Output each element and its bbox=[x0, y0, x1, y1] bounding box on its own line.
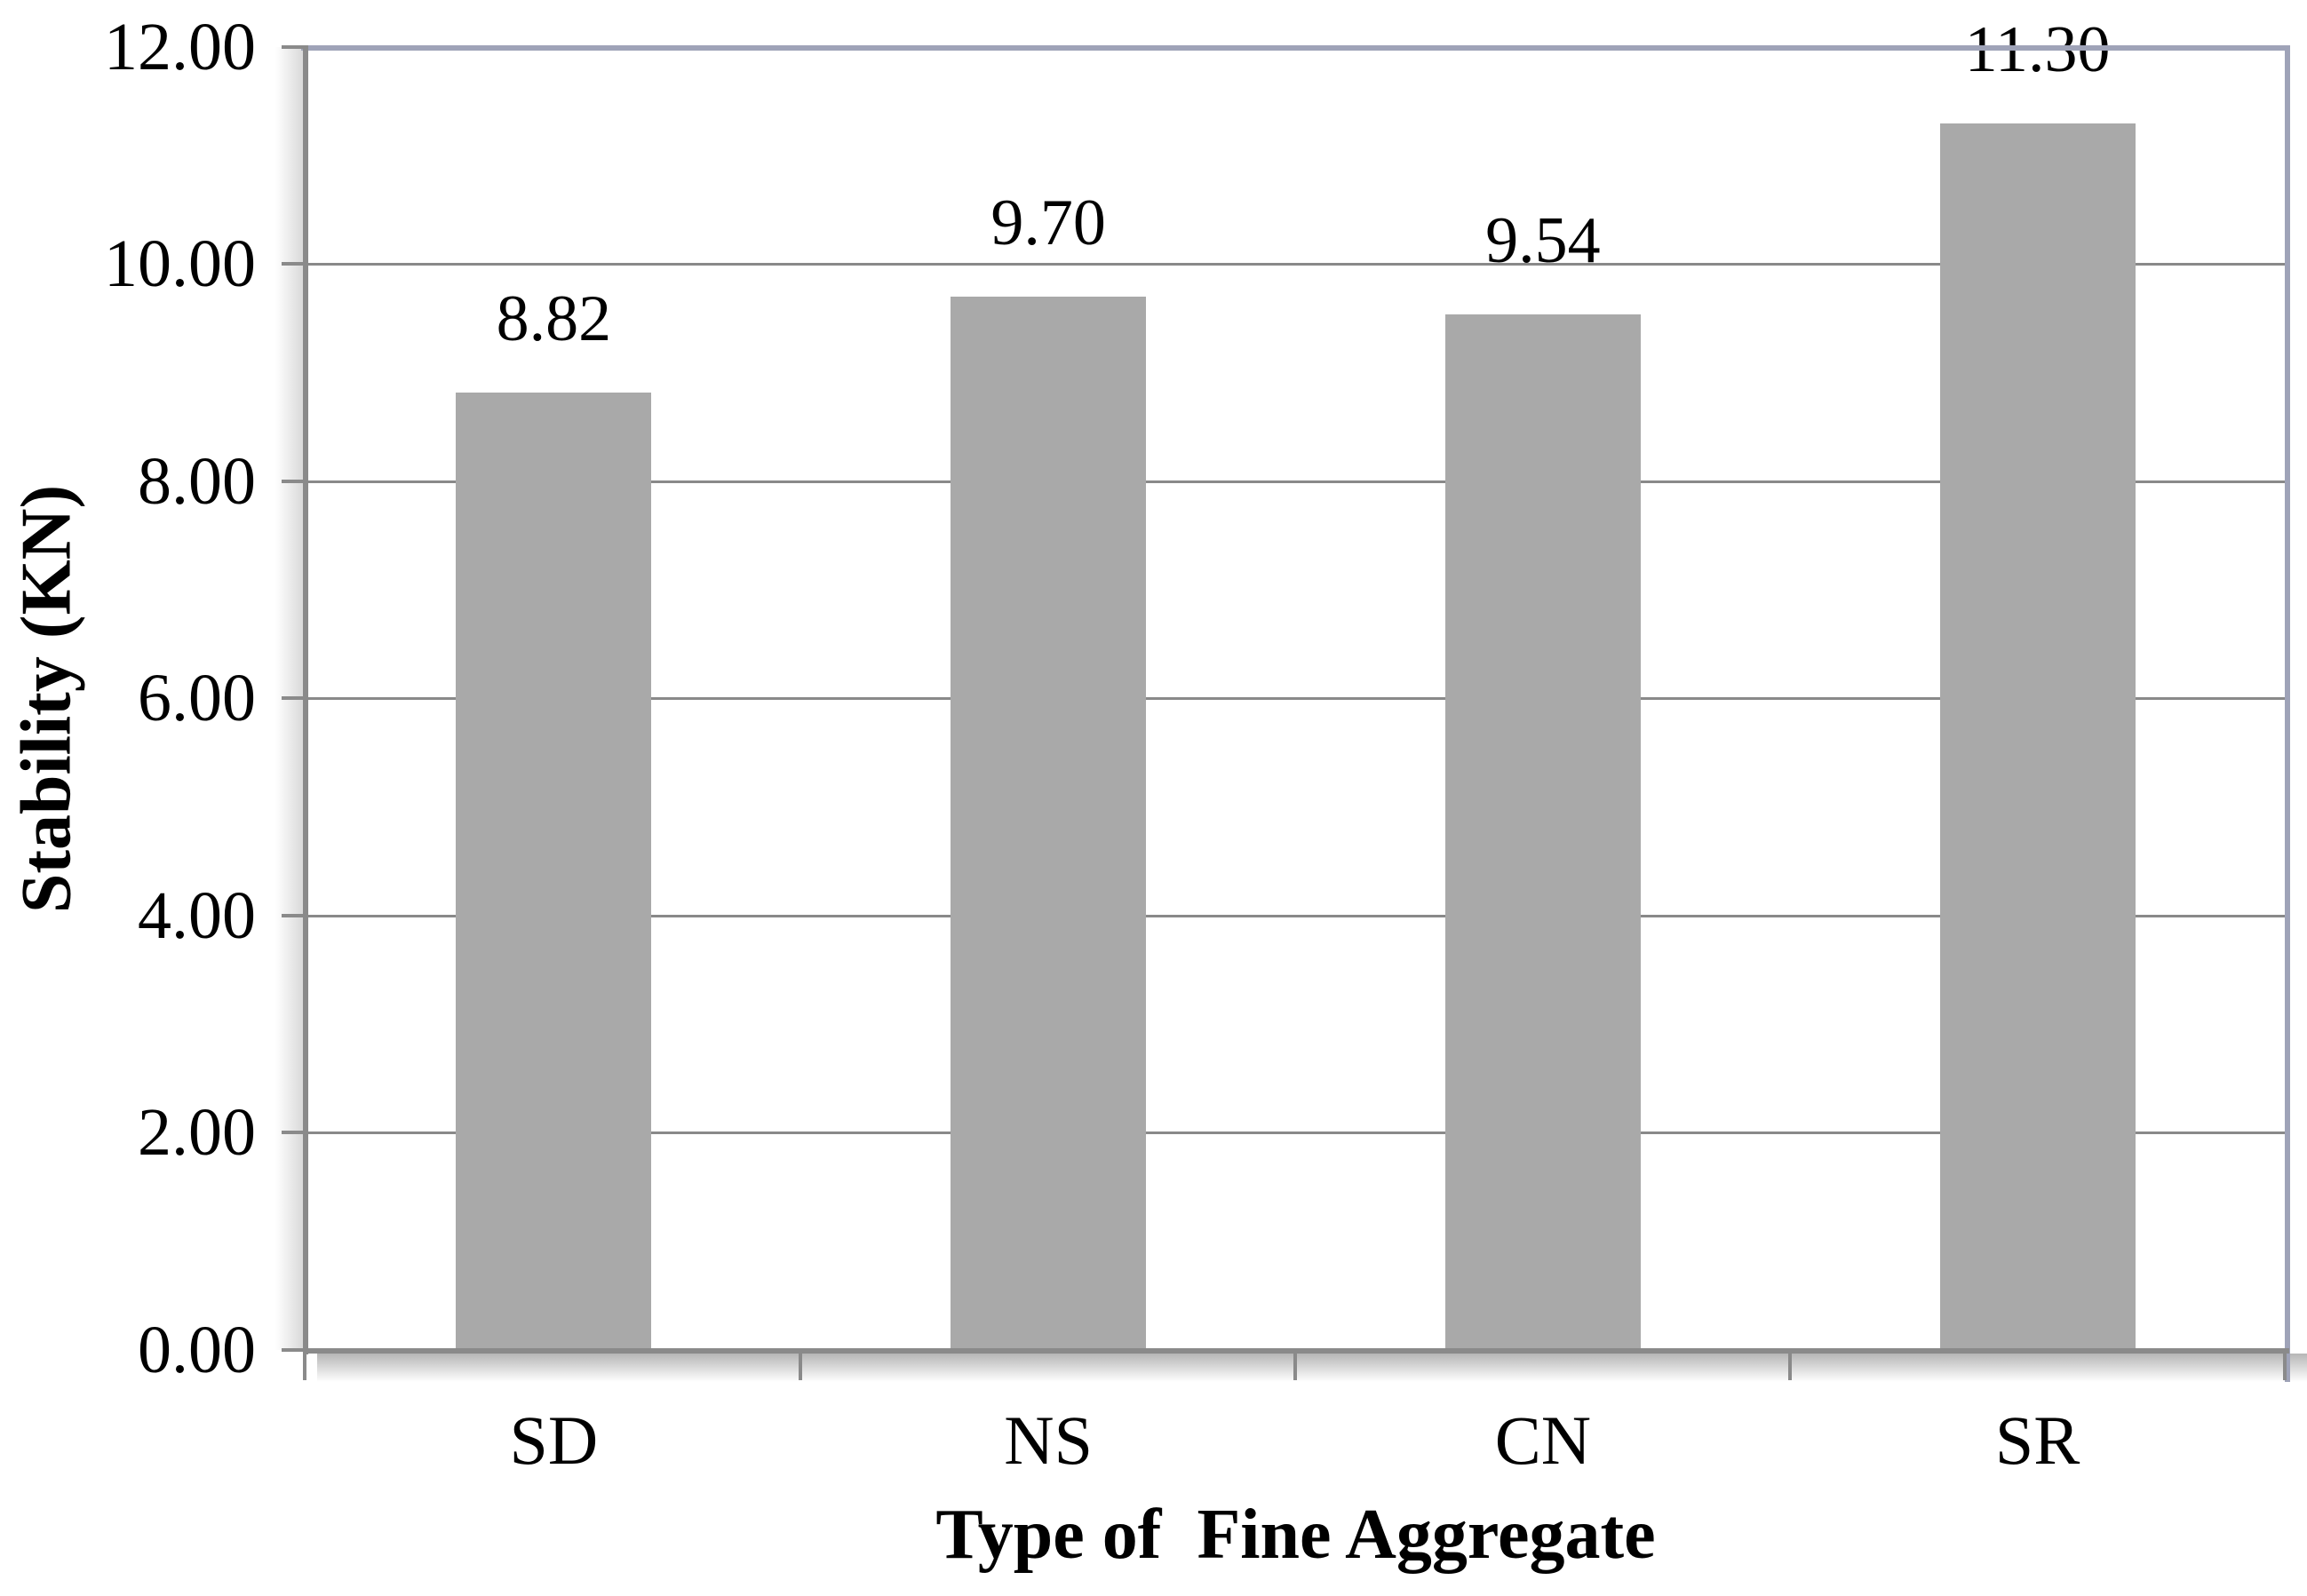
y-axis-line bbox=[303, 45, 308, 1354]
gridline bbox=[306, 263, 2285, 266]
gridline bbox=[306, 1131, 2285, 1134]
y-tick-mark bbox=[282, 696, 305, 700]
bar-slot: 11.30 bbox=[1790, 13, 2285, 1350]
bar-value-label: 8.82 bbox=[496, 282, 612, 355]
y-tick-mark bbox=[282, 45, 305, 49]
x-tick-label: NS bbox=[1004, 1401, 1093, 1479]
plot-border-right bbox=[2285, 45, 2290, 1382]
bar bbox=[951, 297, 1147, 1350]
x-tick-mark bbox=[1788, 1350, 1792, 1380]
y-tick-mark bbox=[282, 262, 305, 266]
bar-value-label: 9.54 bbox=[1485, 204, 1601, 277]
y-tick-label: 6.00 bbox=[138, 661, 256, 735]
bar-value-label: 9.70 bbox=[990, 187, 1106, 259]
bar-slot: 8.82 bbox=[306, 47, 801, 1350]
y-tick-mark bbox=[282, 1131, 305, 1134]
plot-area: 8.82 9.70 9.54 11.30 bbox=[306, 13, 2285, 1350]
x-tick-label: SR bbox=[1994, 1401, 2080, 1479]
gridline bbox=[306, 915, 2285, 917]
x-tick-label: SD bbox=[509, 1401, 599, 1479]
x-tick-labels: SD NS CN SR bbox=[306, 1391, 2285, 1490]
y-tick-mark bbox=[282, 1348, 305, 1352]
y-tick-label: 0.00 bbox=[138, 1313, 256, 1387]
bar bbox=[1939, 123, 2136, 1350]
bar bbox=[456, 393, 652, 1350]
y-tick-label: 4.00 bbox=[138, 878, 256, 953]
bar-slot: 9.70 bbox=[801, 47, 1296, 1350]
x-tick-label: CN bbox=[1494, 1401, 1592, 1479]
bar-slot: 9.54 bbox=[1296, 47, 1791, 1350]
x-axis-shadow bbox=[317, 1354, 2307, 1382]
y-tick-mark bbox=[282, 480, 305, 483]
y-tick-label: 12.00 bbox=[104, 10, 256, 84]
y-tick-label: 10.00 bbox=[104, 226, 256, 301]
x-tick-mark bbox=[303, 1350, 306, 1380]
y-tick-label: 8.00 bbox=[138, 444, 256, 519]
x-tick-mark bbox=[799, 1350, 802, 1380]
y-tick-label: 2.00 bbox=[138, 1095, 256, 1170]
bar bbox=[1444, 314, 1641, 1350]
x-tick-mark bbox=[2283, 1350, 2287, 1380]
plot-border-top bbox=[301, 45, 2289, 51]
x-tick-mark bbox=[1293, 1350, 1297, 1380]
y-tick-mark bbox=[282, 914, 305, 917]
gridline bbox=[306, 697, 2285, 700]
gridline bbox=[306, 480, 2285, 483]
x-axis-title: Type of Fine Aggregate bbox=[935, 1496, 1656, 1574]
